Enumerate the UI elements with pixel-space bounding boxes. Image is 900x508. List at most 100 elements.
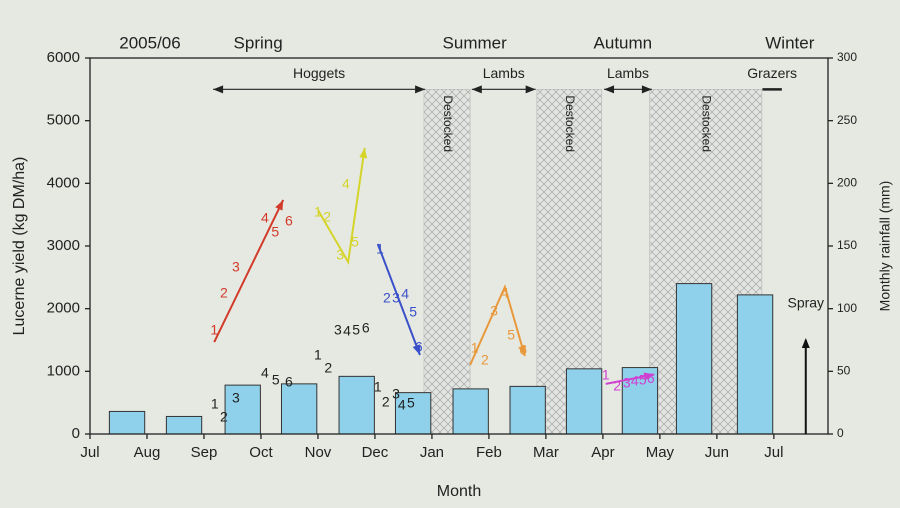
sample-label: 2 [324, 360, 332, 376]
y-tick-label: 3000 [47, 237, 80, 254]
arrow-head [641, 85, 652, 94]
x-tick-label: Nov [305, 444, 332, 461]
x-tick-label: Dec [362, 444, 389, 461]
y2-tick-label: 100 [837, 301, 857, 315]
y-tick-label: 0 [72, 425, 80, 442]
sample-label: 1 [471, 340, 479, 356]
y-tick-label: 2000 [47, 300, 80, 317]
sample-label: 6 [285, 374, 293, 390]
sample-label: 1 [602, 367, 610, 383]
y2-axis-title: Monthly rainfall (mm) [877, 181, 893, 312]
season-label: Winter [765, 33, 814, 52]
sample-label: 4 [501, 285, 509, 301]
y2-tick-label: 250 [837, 113, 857, 127]
sample-label: 6 [519, 342, 527, 358]
destocked-label: Destocked [700, 95, 714, 152]
destocked-region [423, 89, 471, 435]
sample-label: 6 [285, 213, 293, 229]
arrow-head [471, 85, 482, 94]
arrow-head [412, 344, 421, 355]
sample-label: 2 [220, 285, 228, 301]
x-tick-label: Sep [191, 444, 218, 461]
bar [736, 294, 774, 435]
trajectory-arrow [469, 284, 526, 366]
sample-label: 3 [392, 290, 400, 306]
sample-label: 3 [623, 375, 631, 391]
y2-tick-label: 300 [837, 50, 857, 64]
y-tick-label: 5000 [47, 112, 80, 129]
sample-label: 3 [336, 247, 344, 263]
trajectory-arrow [213, 199, 285, 343]
sample-label: 5 [409, 304, 417, 320]
sample-label: 2 [481, 352, 489, 368]
sample-label: 5 [351, 234, 359, 250]
season-label: Autumn [594, 33, 653, 52]
arrow-head [643, 372, 655, 381]
x-tick-label: Apr [591, 444, 614, 461]
sample-label: 1 [374, 379, 382, 395]
bar [565, 368, 603, 435]
sample-label: 4 [401, 286, 409, 302]
sample-label: 3 [392, 386, 400, 402]
sample-label: 6 [415, 339, 423, 355]
sample-label: 6 [647, 370, 655, 386]
spray-label: Spray [787, 295, 824, 311]
sample-label: 5 [407, 395, 415, 411]
x-tick-label: Jul [80, 444, 99, 461]
bar [280, 383, 318, 435]
season-label: Summer [443, 33, 508, 52]
sample-label: 1 [314, 347, 322, 363]
sample-label: 5 [352, 322, 360, 338]
sample-label: 4 [342, 176, 350, 192]
sample-label: 5 [639, 371, 647, 387]
x-axis-title: Month [437, 483, 481, 500]
x-tick-label: Mar [533, 444, 559, 461]
sample-label: 1 [210, 322, 218, 338]
x-tick-label: May [646, 444, 675, 461]
sample-label: 1 [314, 204, 322, 220]
x-tick-label: Feb [476, 444, 502, 461]
sample-label: 4 [343, 323, 351, 339]
arrow-head [359, 147, 368, 159]
x-tick-label: Oct [249, 444, 273, 461]
x-tick-label: Jul [764, 444, 783, 461]
period-label: Grazers [747, 65, 797, 81]
bar [509, 385, 546, 435]
sample-label: 4 [261, 365, 269, 381]
bar [165, 415, 203, 435]
sample-label: 5 [507, 327, 515, 343]
period-label: Lambs [607, 65, 649, 81]
sample-label: 1 [211, 396, 219, 412]
sample-label: 3 [490, 303, 498, 319]
arrow-head [518, 345, 526, 356]
y-tick-label: 6000 [47, 49, 80, 66]
sample-label: 2 [383, 290, 391, 306]
x-tick-label: Jan [420, 444, 444, 461]
destocked-label: Destocked [441, 95, 455, 152]
bar [224, 384, 261, 435]
period-label: Hoggets [293, 65, 345, 81]
y-tick-label: 4000 [47, 174, 80, 191]
y2-tick-label: 150 [837, 238, 857, 252]
y-axis-title: Lucerne yield (kg DM/ha) [11, 157, 28, 336]
sample-label: 5 [271, 224, 279, 240]
x-tick-label: Jun [705, 444, 729, 461]
bar [108, 410, 146, 435]
y2-tick-label: 200 [837, 176, 857, 190]
sample-label: 6 [362, 320, 370, 336]
destocked-label: Destocked [563, 95, 577, 152]
arrow-head [213, 85, 224, 94]
sample-label: 4 [261, 210, 269, 226]
sample-label: 4 [398, 397, 406, 413]
trajectory-arrow [376, 243, 421, 356]
sample-label: 1 [376, 241, 384, 257]
sample-label: 2 [220, 409, 228, 425]
arrow-head [415, 85, 426, 94]
sample-label: 3 [232, 259, 240, 275]
arrow-head [801, 338, 810, 348]
trajectory-arrow [317, 147, 366, 265]
arrow-head [275, 199, 284, 211]
sample-label: 5 [272, 372, 280, 388]
bar [675, 283, 713, 435]
